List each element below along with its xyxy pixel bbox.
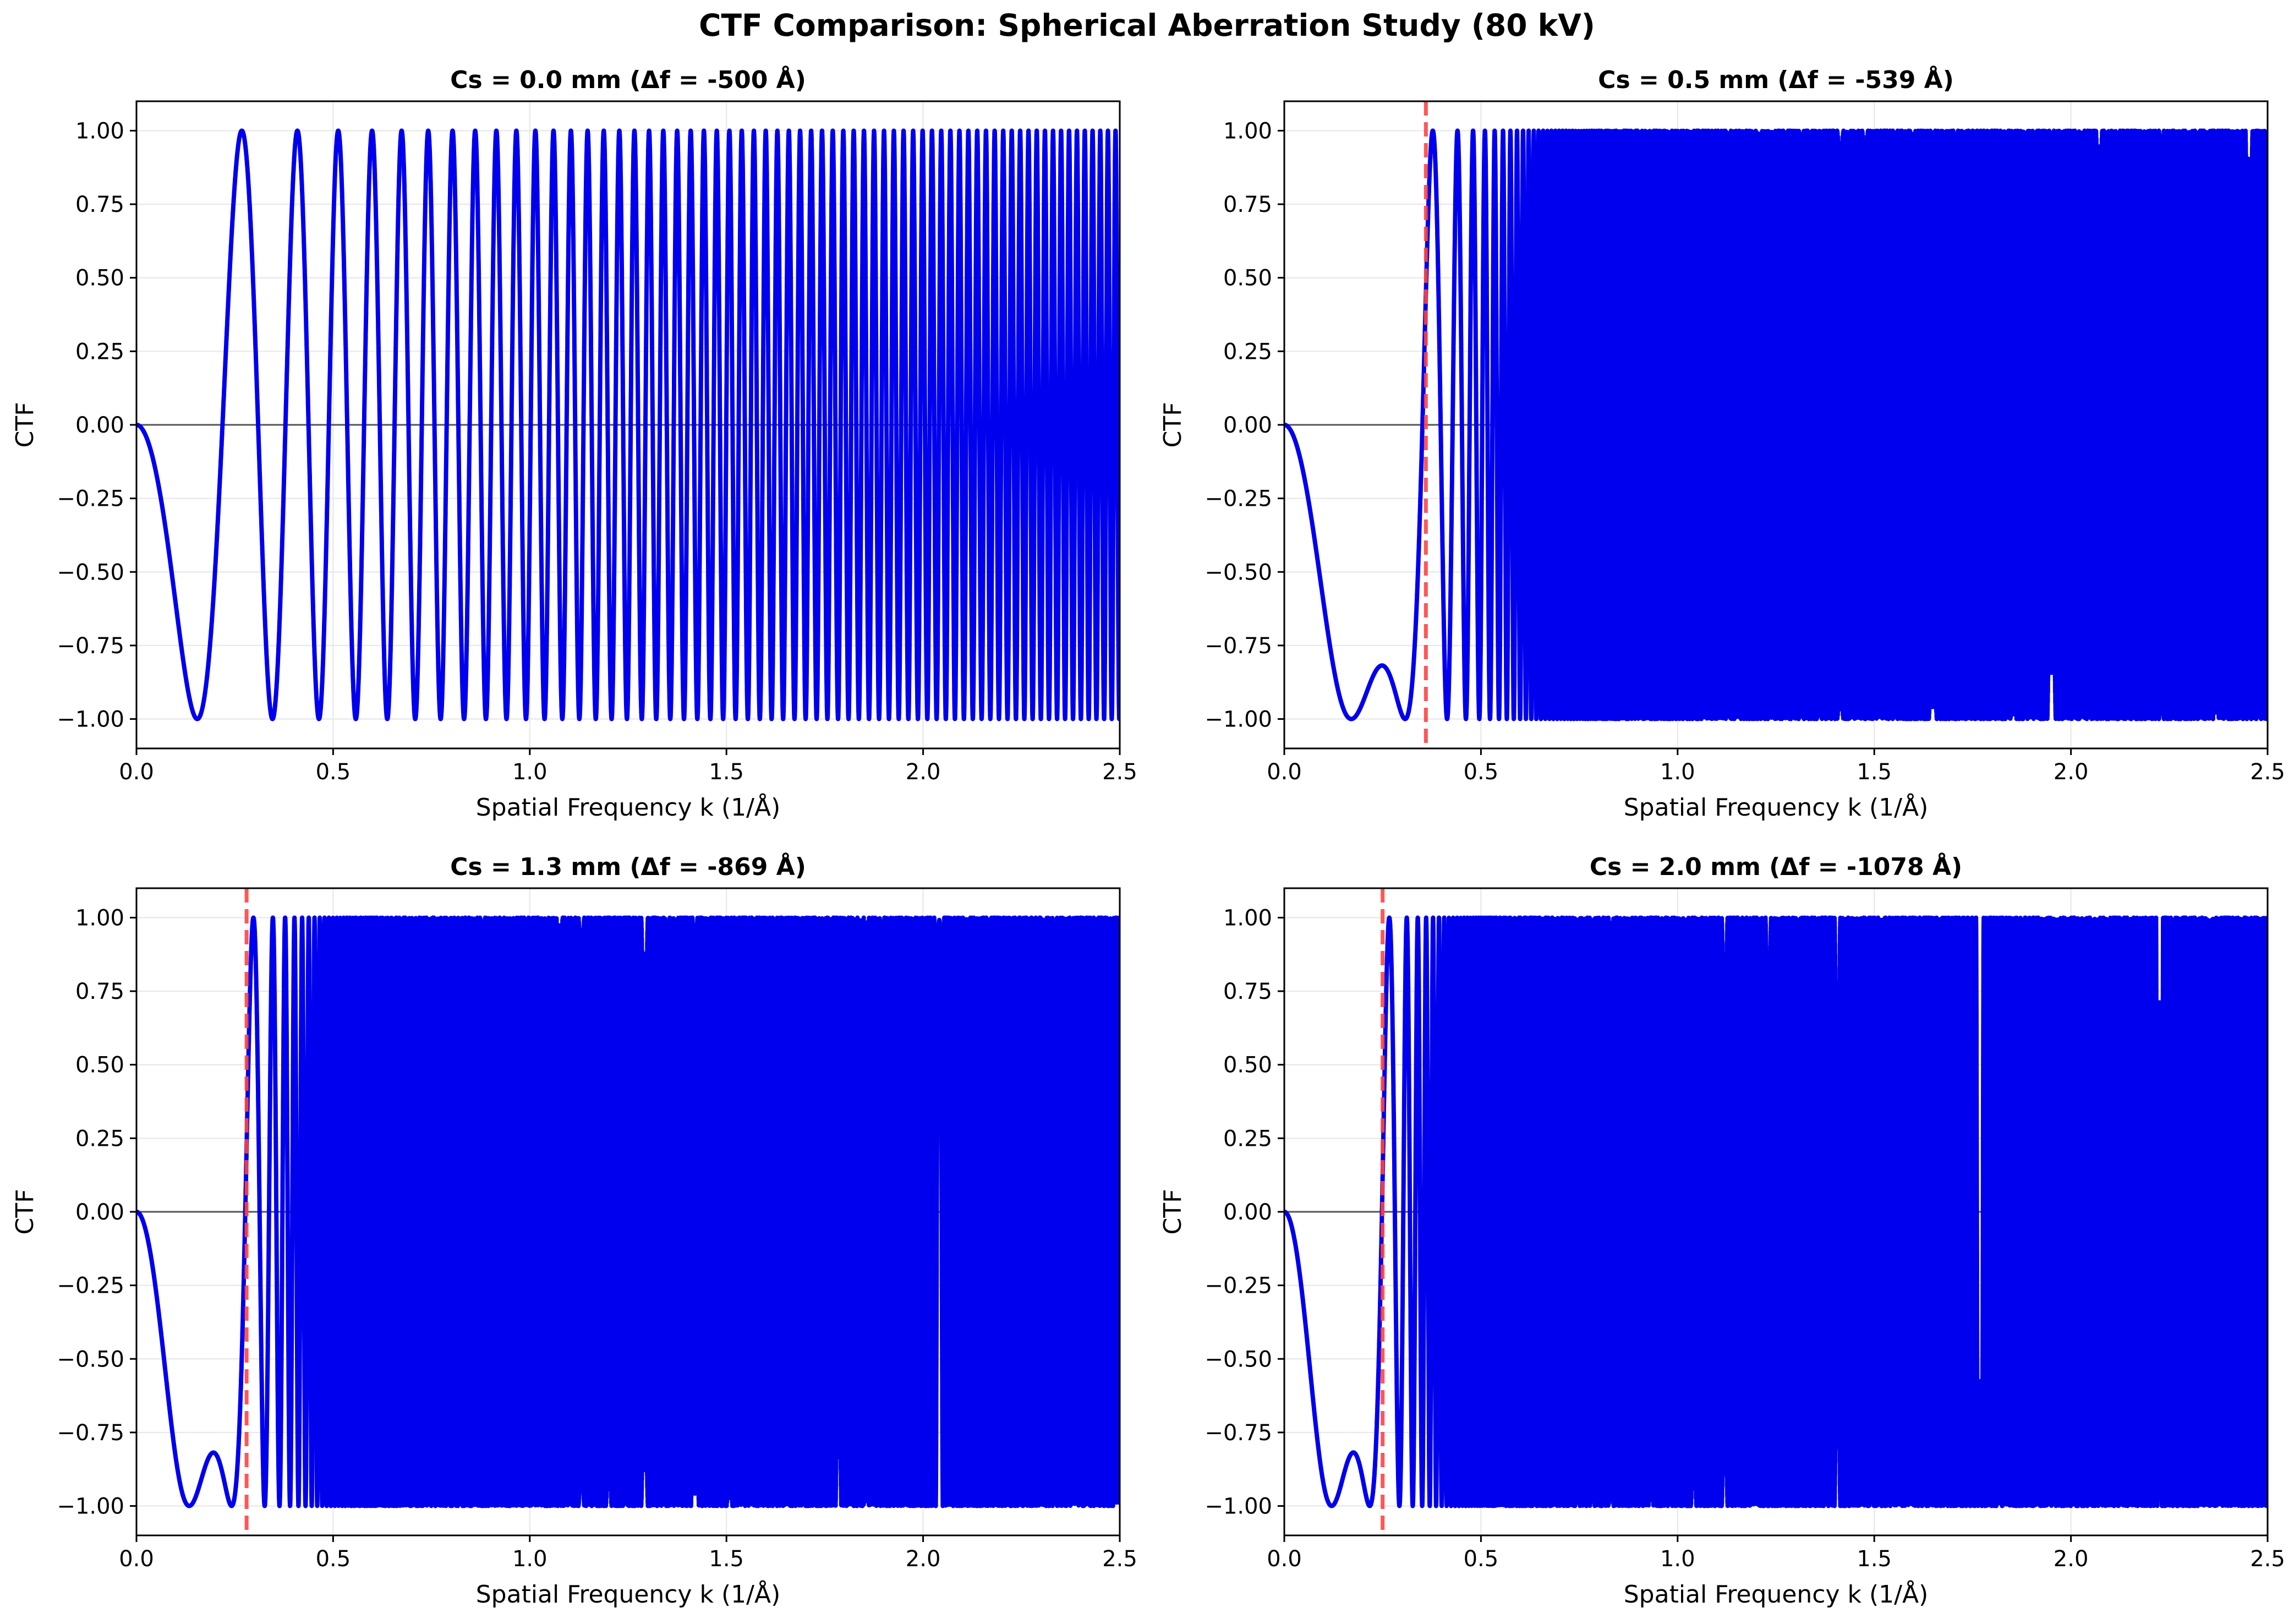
x-tick-label: 2.5	[2250, 1546, 2285, 1572]
x-tick-label: 1.0	[512, 1546, 548, 1572]
y-axis-label: CTF	[11, 1189, 39, 1235]
x-tick-label: 2.0	[2054, 759, 2089, 785]
y-tick-label: −0.25	[1205, 1273, 1272, 1299]
panel-title: Cs = 1.3 mm (Δf = -869 Å)	[450, 852, 806, 881]
x-tick-label: 2.5	[1102, 1546, 1137, 1572]
x-tick-label: 1.0	[1660, 1546, 1695, 1572]
y-tick-label: −0.25	[1205, 486, 1272, 512]
panel-3: 0.0 0.5 1.0 1.5 2.0 2.5 −1.00 −0.75 −0.50 −0.25 0.…	[11, 852, 1137, 1609]
y-tick-label: 0.00	[75, 413, 124, 438]
y-tick-label: −0.50	[57, 560, 124, 585]
x-tick-label: 0.0	[119, 759, 154, 785]
y-tick-label: 0.25	[1223, 1126, 1272, 1151]
y-tick-label: −0.75	[1205, 633, 1272, 659]
y-tick-label: 0.25	[75, 1126, 124, 1151]
x-tick-label: 0.5	[316, 759, 351, 785]
x-axis-label: Spatial Frequency k (1/Å)	[476, 1579, 780, 1609]
y-tick-label: −1.00	[57, 1494, 124, 1519]
panel-title: Cs = 2.0 mm (Δf = -1078 Å)	[1590, 852, 1962, 881]
y-tick-label: −1.00	[1205, 707, 1272, 732]
y-axis-label: CTF	[1159, 402, 1187, 448]
y-axis-label: CTF	[1159, 1189, 1187, 1235]
y-tick-label: 0.00	[1223, 1200, 1272, 1225]
x-tick-label: 0.5	[316, 1546, 351, 1572]
x-tick-label: 0.5	[1464, 759, 1499, 785]
x-tick-label: 2.5	[1102, 759, 1137, 785]
x-tick-label: 0.0	[119, 1546, 154, 1572]
panel-2: 0.0 0.5 1.0 1.5 2.0 2.5 −1.00 −0.75 −0.50 −0.25 0.…	[1159, 65, 2285, 822]
figure-title: CTF Comparison: Spherical Aberration Stu…	[699, 8, 1595, 43]
y-tick-label: 1.00	[75, 905, 124, 931]
x-axis-label: Spatial Frequency k (1/Å)	[1624, 792, 1928, 822]
y-tick-label: 1.00	[1223, 905, 1272, 931]
x-tick-label: 2.0	[2054, 1546, 2089, 1572]
y-tick-label: 0.25	[75, 339, 124, 364]
y-tick-label: 0.75	[75, 979, 124, 1004]
y-tick-label: 0.00	[75, 1200, 124, 1225]
y-tick-label: 0.25	[1223, 339, 1272, 364]
y-tick-label: 0.50	[1223, 266, 1272, 291]
y-tick-label: −0.50	[1205, 560, 1272, 585]
x-tick-label: 1.5	[1857, 759, 1892, 785]
ctf-curve	[136, 128, 1120, 721]
y-tick-label: −0.50	[57, 1347, 124, 1372]
x-tick-label: 1.5	[1857, 1546, 1892, 1572]
ctf-curve	[1284, 128, 2268, 721]
x-tick-label: 1.0	[512, 759, 548, 785]
y-tick-label: −1.00	[57, 707, 124, 732]
panel-4: 0.0 0.5 1.0 1.5 2.0 2.5 −1.00 −0.75 −0.50 −0.25 0.…	[1159, 852, 2285, 1609]
y-axis-label: CTF	[11, 402, 39, 448]
y-tick-label: −0.25	[57, 1273, 124, 1299]
y-tick-label: −0.75	[57, 633, 124, 659]
y-tick-label: 0.75	[1223, 979, 1272, 1004]
y-tick-label: −0.75	[1205, 1420, 1272, 1446]
x-tick-label: 0.0	[1267, 759, 1302, 785]
x-tick-label: 0.5	[1464, 1546, 1499, 1572]
y-tick-label: −1.00	[1205, 1494, 1272, 1519]
x-tick-label: 1.0	[1660, 759, 1695, 785]
x-tick-label: 2.0	[906, 759, 941, 785]
x-tick-label: 2.5	[2250, 759, 2285, 785]
y-tick-label: −0.75	[57, 1420, 124, 1446]
y-tick-label: 0.75	[75, 192, 124, 217]
y-tick-label: 1.00	[75, 118, 124, 144]
panel-title: Cs = 0.0 mm (Δf = -500 Å)	[450, 65, 806, 94]
ctf-curve	[136, 915, 1120, 1508]
ctf-curve	[1284, 915, 2268, 1508]
y-tick-label: 1.00	[1223, 118, 1272, 144]
y-tick-label: −0.50	[1205, 1347, 1272, 1372]
x-tick-label: 0.0	[1267, 1546, 1302, 1572]
x-axis-label: Spatial Frequency k (1/Å)	[476, 792, 780, 822]
x-tick-label: 2.0	[906, 1546, 941, 1572]
y-tick-label: 0.50	[75, 1053, 124, 1078]
y-tick-label: 0.75	[1223, 192, 1272, 217]
y-tick-label: 0.50	[75, 266, 124, 291]
y-tick-label: 0.50	[1223, 1053, 1272, 1078]
x-tick-label: 1.5	[709, 759, 744, 785]
y-tick-label: −0.25	[57, 486, 124, 512]
x-tick-label: 1.5	[709, 1546, 744, 1572]
panel-1: 0.0 0.5 1.0 1.5 2.0 2.5 −1.00 −0.75 −0.50 −0.25 0.…	[11, 65, 1137, 822]
panel-title: Cs = 0.5 mm (Δf = -539 Å)	[1598, 65, 1954, 94]
x-axis-label: Spatial Frequency k (1/Å)	[1624, 1579, 1928, 1609]
y-tick-label: 0.00	[1223, 413, 1272, 438]
